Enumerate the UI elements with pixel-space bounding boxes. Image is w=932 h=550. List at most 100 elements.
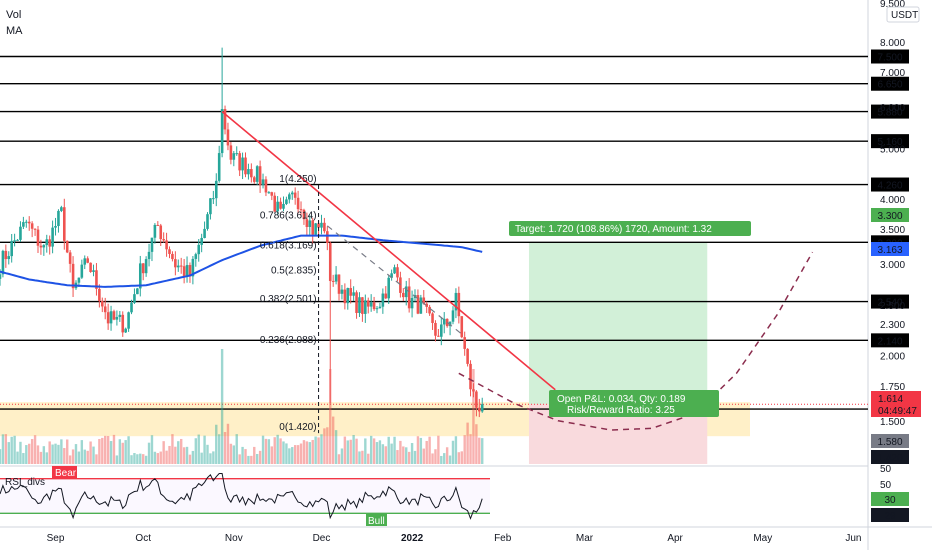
candle-body-28 [80,264,84,278]
volume-bar-157 [457,452,461,464]
volume-bar-52 [150,435,154,464]
volume-bar-94 [273,437,276,464]
bull-badge [366,514,387,526]
candle-body-16 [45,239,49,246]
volume-bar-83 [241,446,244,464]
price-tick-3: 6.000 [880,103,905,114]
volume-bar-98 [285,443,288,464]
volume-bar-88 [255,453,259,464]
candle-body-117 [340,289,344,294]
price-tick-12: 1.500 [880,417,905,428]
badge-gray-1 [871,434,909,448]
candle-body-114 [331,280,335,282]
volume-bar-17 [48,441,51,464]
price-tick-10: 2.000 [880,352,905,363]
level-badge-0 [871,49,909,64]
time-tick-4: 2022 [401,533,424,544]
rsi-pane [0,473,490,520]
candle-body-97 [282,203,285,209]
candle-body-14 [39,245,43,248]
candle-body-155 [451,310,455,322]
candle-body-4 [10,240,13,257]
volume-bar-30 [86,450,89,464]
volume-bar-119 [346,440,349,464]
pnl-label-line2: Risk/Reward Ratio: 3.25 [567,405,675,416]
volume-bar-139 [405,447,408,464]
volume-bar-163 [475,424,478,464]
price-tick-2: 7.000 [880,68,905,79]
badge-green-330 [871,208,909,222]
price-tick-7: 3.000 [880,260,905,271]
candle-body-3 [7,256,11,260]
candle-body-55 [159,225,163,240]
volume-bar-140 [407,451,411,464]
candle-body-100 [290,192,294,195]
volume-bar-61 [177,441,180,464]
candle-body-23 [65,240,69,253]
candle-body-96 [279,201,282,209]
candle-body-13 [36,229,40,246]
candle-body-61 [176,265,180,268]
candle-body-47 [136,288,139,295]
level-badge-2 [871,104,909,119]
volume-bar-55 [159,451,162,464]
chart-background [0,0,868,550]
candle-body-33 [95,270,98,289]
volume-bar-134 [390,443,393,464]
badge-gray-1-text: 1.580 [877,437,902,448]
fib-label-5: 0.236(2.088) [260,335,317,346]
legend-ma[interactable]: MA [6,25,23,37]
candle-body-83 [241,157,244,171]
candle-body-43 [124,328,127,333]
volume-bar-32 [92,446,95,464]
volume-bar-64 [185,446,189,464]
level-badge-text-0: 7.500 [877,53,902,64]
currency-badge[interactable] [886,6,920,23]
candle-body-132 [384,293,388,299]
candle-body-139 [404,286,408,298]
time-tick-6: Mar [576,533,594,544]
fib-label-2: 0.618(3.169) [260,240,317,251]
candle-body-162 [472,389,475,392]
volume-bar-4 [10,436,13,464]
volume-bar-150 [437,435,440,464]
volume-bar-146 [425,440,428,464]
candle-body-65 [188,265,192,277]
volume-bar-155 [451,440,455,464]
volume-bar-45 [130,455,133,464]
volume-bar-44 [127,436,130,464]
volume-bar-142 [413,450,417,464]
candle-body-153 [445,318,449,327]
volume-bar-108 [314,436,317,464]
volume-bar-14 [39,451,43,464]
candle-body-107 [311,220,315,235]
volume-bar-103 [299,443,303,464]
volume-bar-58 [168,445,171,464]
candle-body-71 [206,214,209,229]
volume-bar-1 [1,434,5,464]
candle-body-104 [302,209,306,220]
level-badge-text-4: 4.260 [877,181,902,192]
candle-body-21 [60,207,63,211]
candle-body-125 [364,300,367,314]
bull-label: Bull [368,516,385,527]
candle-body-10 [27,221,31,224]
legend-vol[interactable]: Vol [6,9,21,21]
volume-bar-8 [22,453,25,464]
inner-dashed-line [326,225,463,335]
volume-bar-122 [355,438,358,464]
candle-body-84 [244,157,247,175]
volume-bar-69 [200,452,203,464]
volume-bar-161 [469,434,472,464]
candle-body-6 [16,239,19,241]
volume-bar-74 [215,424,218,464]
volume-bar-129 [375,442,379,464]
volume-bar-125 [364,438,367,464]
volume-bar-54 [156,453,160,464]
volume-bar-67 [194,438,198,464]
candle-body-41 [118,314,122,317]
candle-body-24 [68,252,72,264]
volume-bar-35 [101,437,104,464]
volume-bar-112 [326,427,329,464]
